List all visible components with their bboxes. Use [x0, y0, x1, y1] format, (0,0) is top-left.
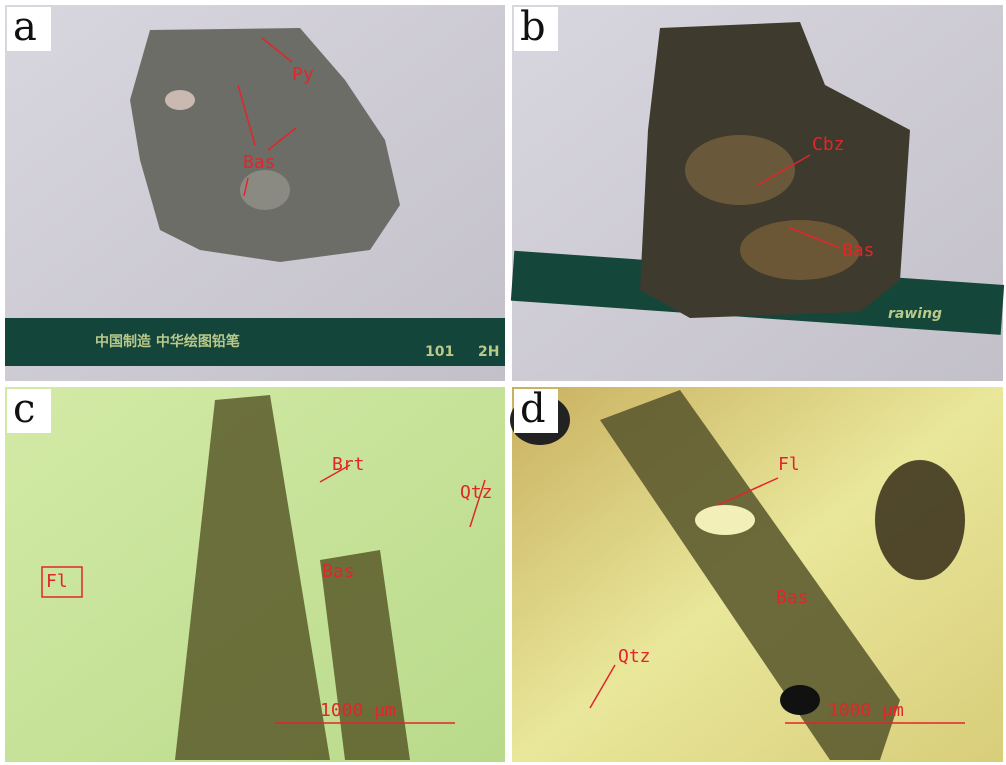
letter-box [7, 389, 51, 433]
panel-d: d Fl Bas Qtz 1000 μm [510, 386, 1003, 762]
mineral-label: Cbz [812, 134, 845, 155]
rock [130, 28, 400, 262]
pointer [757, 154, 841, 249]
crystal [320, 550, 410, 760]
mineral-spot [695, 505, 755, 535]
mineral-label: Qtz [618, 646, 651, 667]
mineral-label: Py [292, 64, 314, 85]
mineral-label: Bas [842, 240, 875, 261]
mineral-label: Fl [778, 454, 800, 475]
scale-bar-label: 1000 μm [828, 700, 904, 721]
pointer [237, 37, 297, 197]
opaque-mineral [875, 460, 965, 580]
mineral-spot [740, 220, 860, 280]
mineral-label: Brt [332, 454, 365, 475]
panel-c: c Brt Qtz Fl Bas 1000 μm [5, 386, 505, 762]
letter-box [514, 7, 558, 51]
pencil-text: 中国制造 中华绘图铅笔 [95, 333, 240, 350]
panel-letter: c [13, 386, 35, 432]
panel-letter: d [520, 386, 546, 432]
panel-a: 中国制造 中华绘图铅笔 101 2H a Py Bas [5, 4, 505, 381]
panel-letter: a [13, 4, 37, 50]
pointer [275, 464, 486, 724]
mineral-label: Qtz [460, 482, 493, 503]
mineral-label: Fl [46, 571, 68, 592]
pencil-text: 2H [478, 344, 499, 360]
scale-bar-label: 1000 μm [320, 700, 396, 721]
crystal [600, 390, 900, 760]
pointer [589, 477, 965, 724]
panel-b: rawing b Cbz Bas [510, 4, 1005, 381]
opaque-mineral [780, 685, 820, 715]
mineral-label: Bas [243, 152, 276, 173]
pencil-text: rawing [888, 306, 942, 322]
panel-letter: b [520, 4, 546, 50]
mineral-spot [240, 170, 290, 210]
mineral-spot [165, 90, 195, 110]
crystal [175, 395, 330, 760]
letter-box [514, 389, 558, 433]
pencil-text: 101 [425, 344, 454, 360]
pencil [5, 318, 505, 366]
mineral-spot [685, 135, 795, 205]
mineral-label: Bas [776, 587, 809, 608]
label-box [41, 566, 83, 598]
letter-box [7, 7, 51, 51]
mineral-label: Bas [322, 561, 355, 582]
